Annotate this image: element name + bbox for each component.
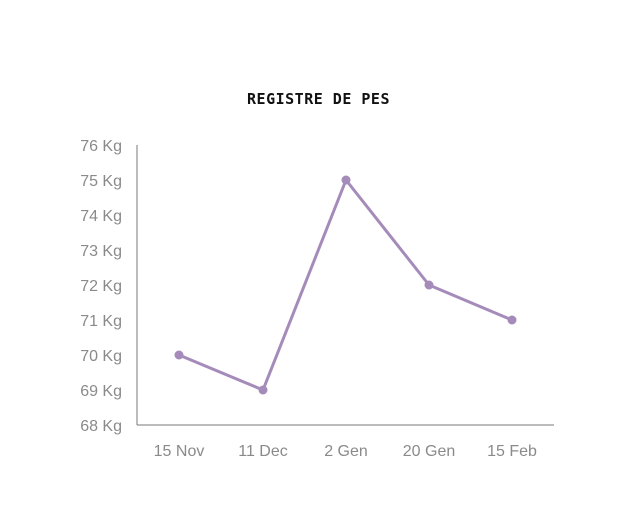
y-axis: 68 Kg 69 Kg 70 Kg 71 Kg 72 Kg 73 Kg 74 Kg 75 Kg… bbox=[80, 138, 138, 435]
x-tick-label: 15 Feb bbox=[487, 443, 537, 460]
data-point bbox=[424, 280, 434, 290]
x-tick-label: 15 Nov bbox=[154, 443, 205, 460]
data-point bbox=[174, 350, 184, 360]
y-tick-label: 75 Kg bbox=[80, 173, 122, 190]
chart-title: REGISTRE DE PES bbox=[247, 90, 390, 108]
data-point bbox=[258, 385, 268, 395]
data-point bbox=[507, 315, 517, 325]
x-tick-label: 20 Gen bbox=[403, 443, 455, 460]
y-tick-label: 76 Kg bbox=[80, 138, 122, 155]
x-tick-label: 11 Dec bbox=[238, 443, 288, 460]
x-tick-label: 2 Gen bbox=[324, 443, 368, 460]
x-axis: 15 Nov 11 Dec 2 Gen 20 Gen 15 Feb bbox=[137, 424, 554, 460]
data-point bbox=[341, 175, 351, 185]
y-tick-label: 73 Kg bbox=[80, 243, 122, 260]
y-tick-label: 71 Kg bbox=[80, 313, 122, 330]
y-tick-label: 69 Kg bbox=[80, 383, 122, 400]
y-tick-label: 70 Kg bbox=[80, 348, 122, 365]
y-tick-label: 74 Kg bbox=[80, 208, 122, 225]
y-tick-label: 68 Kg bbox=[80, 418, 122, 435]
y-tick-label: 72 Kg bbox=[80, 278, 122, 295]
series-line bbox=[177, 178, 514, 392]
series-weight bbox=[174, 175, 517, 395]
